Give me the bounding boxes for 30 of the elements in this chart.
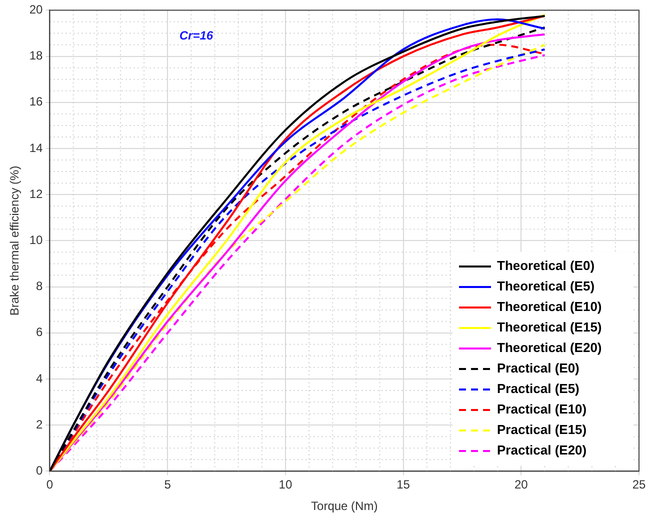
legend-label: Theoretical (E0) [497, 258, 595, 274]
y-tick-label: 16 [29, 94, 44, 109]
legend-label: Practical (E5) [497, 381, 580, 396]
legend-label: Theoretical (E20) [497, 340, 602, 356]
y-tick-label: 4 [36, 371, 44, 386]
y-tick-label: 10 [29, 233, 44, 248]
y-tick-label: 20 [29, 2, 44, 17]
y-tick-label: 14 [29, 140, 44, 155]
y-tick-label: 12 [29, 186, 44, 201]
legend-label: Practical (E10) [497, 402, 587, 417]
legend-label: Practical (E0) [497, 360, 580, 376]
y-axis-title: Brake thermal efficiency (%) [8, 166, 22, 316]
x-axis-title: Torque (Nm) [311, 499, 378, 514]
legend-label: Practical (E20) [497, 442, 587, 458]
y-tick-label: 0 [36, 464, 44, 478]
legend-label: Theoretical (E10) [497, 299, 602, 314]
x-tick-label: 20 [514, 478, 528, 492]
y-tick-label: 6 [36, 325, 44, 340]
x-tick-label: 15 [396, 478, 410, 492]
x-tick-label: 0 [46, 478, 54, 492]
x-tick-label: 25 [632, 478, 646, 492]
legend-label: Practical (E15) [497, 422, 587, 438]
y-tick-label: 18 [29, 48, 44, 63]
x-tick-label: 10 [278, 478, 292, 492]
y-tick-label: 2 [36, 417, 44, 432]
legend-label: Theoretical (E15) [497, 320, 602, 335]
annotation: Cr=16 [179, 28, 214, 43]
x-tick-label: 5 [164, 478, 172, 492]
legend-label: Theoretical (E5) [497, 278, 595, 294]
y-tick-label: 8 [36, 279, 44, 294]
